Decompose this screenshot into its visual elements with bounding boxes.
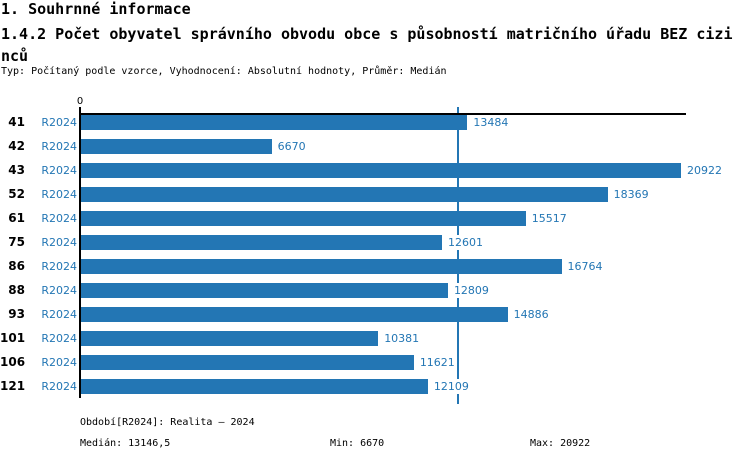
category-label: 43 [8, 162, 25, 177]
series-label: R2024 [41, 139, 77, 153]
series-label: R2024 [41, 380, 77, 394]
category-label: 41 [8, 114, 25, 129]
value-label: 10381 [383, 330, 421, 346]
bar [80, 210, 526, 226]
bar-row: 41 R2024 13484 [0, 114, 750, 130]
footer-median-stat: Medián: 13146,5 [80, 438, 171, 449]
category-label: 86 [8, 258, 25, 273]
bar [80, 282, 448, 298]
value-label: 6670 [276, 138, 307, 154]
bar-row: 88 R2024 12809 [0, 282, 750, 298]
median-reference-line [456, 107, 459, 404]
footer-min-stat: Min: 6670 [330, 438, 385, 449]
series-label: R2024 [41, 356, 77, 369]
bar-row: 101 R2024 10381 [0, 330, 750, 346]
bar [80, 306, 508, 322]
x-axis-line [80, 113, 686, 115]
bar-row: 43 R2024 20922 [0, 162, 750, 178]
bar-row: 121 R2024 12109 [0, 379, 750, 395]
value-label: 11621 [418, 355, 456, 370]
series-label: R2024 [41, 235, 77, 249]
value-label: 12601 [446, 234, 484, 250]
footer-period-label: Období[R2024]: Realita – 2024 [80, 417, 255, 428]
chart-meta-line: Typ: Počítaný podle vzorce, Vyhodnocení:… [1, 66, 447, 77]
y-axis-line [79, 107, 81, 398]
category-label: 93 [8, 306, 25, 321]
chart-subtitle: 1.4.2 Počet obyvatel správního obvodu ob… [1, 25, 733, 65]
bar [80, 186, 608, 202]
category-label: 121 [0, 379, 26, 394]
bar [80, 258, 562, 274]
bar [80, 138, 272, 154]
value-label: 13484 [472, 114, 510, 130]
category-label: 42 [8, 138, 25, 153]
bar-row: 61 R2024 15517 [0, 210, 750, 226]
series-label: R2024 [41, 259, 77, 273]
bar [80, 355, 414, 370]
bar [80, 162, 681, 178]
series-label: R2024 [41, 115, 77, 129]
category-label: 61 [8, 210, 25, 225]
series-label: R2024 [41, 307, 77, 321]
bar-row: 75 R2024 12601 [0, 234, 750, 250]
bar-row: 52 R2024 18369 [0, 186, 750, 202]
category-label: 88 [8, 282, 25, 297]
bar-row: 86 R2024 16764 [0, 258, 750, 274]
bar-row: 106 R2024 11621 [0, 355, 750, 370]
category-label: 75 [8, 234, 25, 249]
category-label: 101 [0, 330, 26, 345]
value-label: 18369 [612, 186, 650, 202]
category-label: 52 [8, 186, 25, 201]
series-label: R2024 [41, 187, 77, 201]
value-label: 14886 [512, 306, 550, 322]
series-label: R2024 [41, 283, 77, 297]
series-label: R2024 [41, 331, 77, 345]
series-label: R2024 [41, 163, 77, 177]
bar [80, 114, 468, 130]
x-axis-zero-label: 0 [76, 96, 84, 107]
value-label: 16764 [566, 258, 604, 274]
bar [80, 379, 428, 395]
footer-max-stat: Max: 20922 [530, 438, 591, 449]
bar-row: 93 R2024 14886 [0, 306, 750, 322]
bar [80, 234, 442, 250]
value-label: 15517 [530, 210, 568, 226]
bar-row: 42 R2024 6670 [0, 138, 750, 154]
value-label: 20922 [686, 162, 723, 178]
series-label: R2024 [41, 211, 77, 225]
page-title: 1. Souhrnné informace [1, 0, 191, 18]
bar [80, 330, 379, 346]
value-label: 12809 [452, 282, 490, 298]
value-label: 12109 [432, 379, 470, 395]
category-label: 106 [0, 355, 26, 369]
